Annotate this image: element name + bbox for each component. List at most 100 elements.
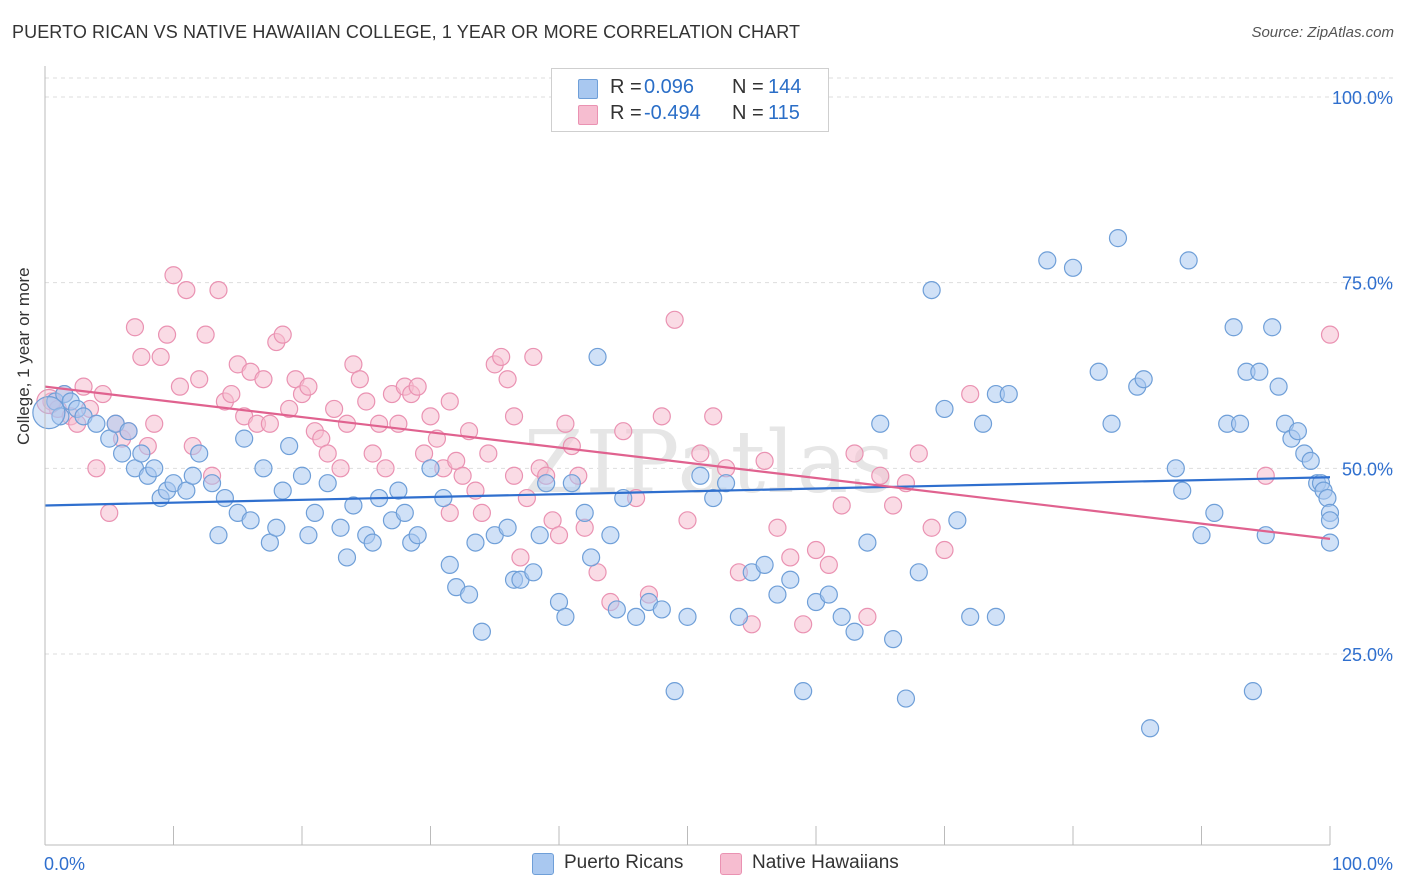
puerto-ricans-point: [973, 414, 993, 433]
puerto-ricans-point: [986, 607, 1006, 626]
puerto-ricans-point: [344, 496, 363, 515]
native-hawaiians-point: [806, 540, 826, 560]
puerto-ricans-point: [241, 511, 260, 530]
native-hawaiians-point: [922, 518, 941, 537]
puerto-ricans-point: [112, 444, 132, 463]
puerto-ricans-point: [755, 555, 774, 574]
puerto-ricans-point: [582, 548, 601, 567]
native-hawaiians-point: [961, 384, 980, 404]
puerto-ricans-point: [1038, 251, 1057, 270]
legend-r-label: R =: [610, 76, 642, 98]
puerto-ricans-point: [704, 488, 723, 508]
native-hawaiians-point: [260, 414, 279, 433]
native-hawaiians-point: [935, 540, 954, 560]
native-hawaiians-point: [909, 444, 928, 463]
puerto-ricans-point: [678, 607, 697, 626]
puerto-ricans-point: [1288, 422, 1307, 441]
puerto-ricans-point: [575, 503, 594, 522]
puerto-ricans-point: [935, 399, 954, 419]
puerto-ricans-point: [896, 689, 916, 708]
native-hawaiians-point: [151, 347, 170, 367]
puerto-ricans-point: [1102, 414, 1121, 433]
legend-swatch-pink: [720, 853, 742, 875]
y-tick-label: 75.0%: [1342, 274, 1393, 294]
native-hawaiians-point: [768, 518, 787, 537]
native-hawaiians-point: [479, 444, 498, 463]
y-tick-label: 50.0%: [1342, 459, 1393, 479]
native-hawaiians-point: [376, 459, 395, 478]
x-tick-label: 100.0%: [1332, 854, 1393, 874]
puerto-ricans-point: [652, 600, 671, 619]
correlation-legend: R = 0.096 N = 144 R = -0.494 N = 115: [551, 68, 829, 132]
native-hawaiians-point: [164, 266, 183, 285]
native-hawaiians-point: [125, 318, 145, 337]
native-hawaiians-point: [1320, 325, 1340, 344]
legend-r-label: R =: [610, 102, 642, 124]
puerto-ricans-point: [1243, 682, 1263, 701]
native-hawaiians-point: [357, 392, 376, 411]
puerto-ricans-point: [421, 459, 440, 478]
native-hawaiians-point: [350, 370, 369, 389]
puerto-ricans-point: [999, 384, 1018, 404]
puerto-ricans-point: [871, 414, 890, 433]
puerto-ricans-trend-line: [44, 476, 1331, 507]
puerto-ricans-point: [331, 518, 350, 537]
puerto-ricans-point: [434, 488, 453, 508]
legend-swatch-blue: [532, 853, 554, 875]
native-hawaiians-point: [556, 414, 575, 433]
legend-label: Native Hawaiians: [752, 852, 899, 873]
puerto-ricans-point: [626, 607, 646, 626]
y-tick-label: 100.0%: [1332, 88, 1393, 108]
puerto-ricans-point: [961, 607, 980, 626]
chart-title: PUERTO RICAN VS NATIVE HAWAIIAN COLLEGE,…: [12, 22, 801, 42]
puerto-ricans-point: [408, 526, 427, 545]
puerto-ricans-point: [1320, 511, 1340, 530]
native-hawaiians-point: [87, 459, 106, 478]
puerto-ricans-point: [1089, 362, 1108, 381]
native-hawaiians-trend-line: [44, 385, 1331, 540]
puerto-ricans-point: [530, 526, 549, 545]
native-hawaiians-point: [254, 370, 273, 389]
native-hawaiians-point: [665, 310, 684, 329]
native-hawaiians-point: [370, 414, 389, 433]
native-hawaiians-point: [318, 444, 337, 463]
legend-row-native-hawaiians: R = -0.494 N = 115: [552, 102, 828, 128]
puerto-ricans-point: [459, 585, 479, 604]
puerto-ricans-point: [1063, 258, 1083, 277]
puerto-ricans-point: [1166, 459, 1185, 478]
puerto-ricans-point: [794, 682, 813, 701]
puerto-ricans-point: [466, 533, 485, 552]
puerto-ricans-point: [235, 429, 254, 448]
puerto-ricans-point: [1224, 318, 1243, 337]
native-hawaiians-point: [871, 466, 890, 485]
puerto-ricans-point: [1250, 362, 1269, 381]
puerto-ricans-point: [665, 682, 684, 701]
puerto-ricans-point: [1263, 318, 1282, 337]
native-hawaiians-point: [678, 511, 697, 530]
legend-label: Puerto Ricans: [564, 852, 684, 873]
puerto-ricans-point: [691, 466, 710, 485]
puerto-ricans-point: [1134, 370, 1153, 389]
puerto-ricans-point: [537, 474, 556, 493]
puerto-ricans-point: [948, 511, 967, 530]
puerto-ricans-point: [607, 600, 626, 619]
source-credit: Source: ZipAtlas.com: [1251, 24, 1394, 41]
puerto-ricans-point: [922, 280, 941, 300]
native-hawaiians-point: [691, 444, 710, 463]
native-hawaiians-point: [832, 496, 851, 515]
puerto-ricans-point: [87, 414, 106, 433]
puerto-ricans-point: [1256, 526, 1275, 545]
legend-n-label: N =: [732, 102, 764, 124]
native-hawaiians-point: [453, 466, 472, 485]
x-tick-label: 0.0%: [44, 854, 85, 874]
native-hawaiians-point: [325, 399, 344, 419]
puerto-ricans-point: [215, 488, 234, 508]
puerto-ricans-point: [909, 563, 928, 582]
native-hawaiians-point: [781, 548, 800, 567]
legend-n-label: N =: [732, 76, 764, 98]
native-hawaiians-point: [273, 325, 292, 344]
puerto-ricans-point: [299, 526, 318, 545]
puerto-ricans-point: [845, 622, 864, 641]
native-hawaiians-point: [1256, 466, 1275, 485]
